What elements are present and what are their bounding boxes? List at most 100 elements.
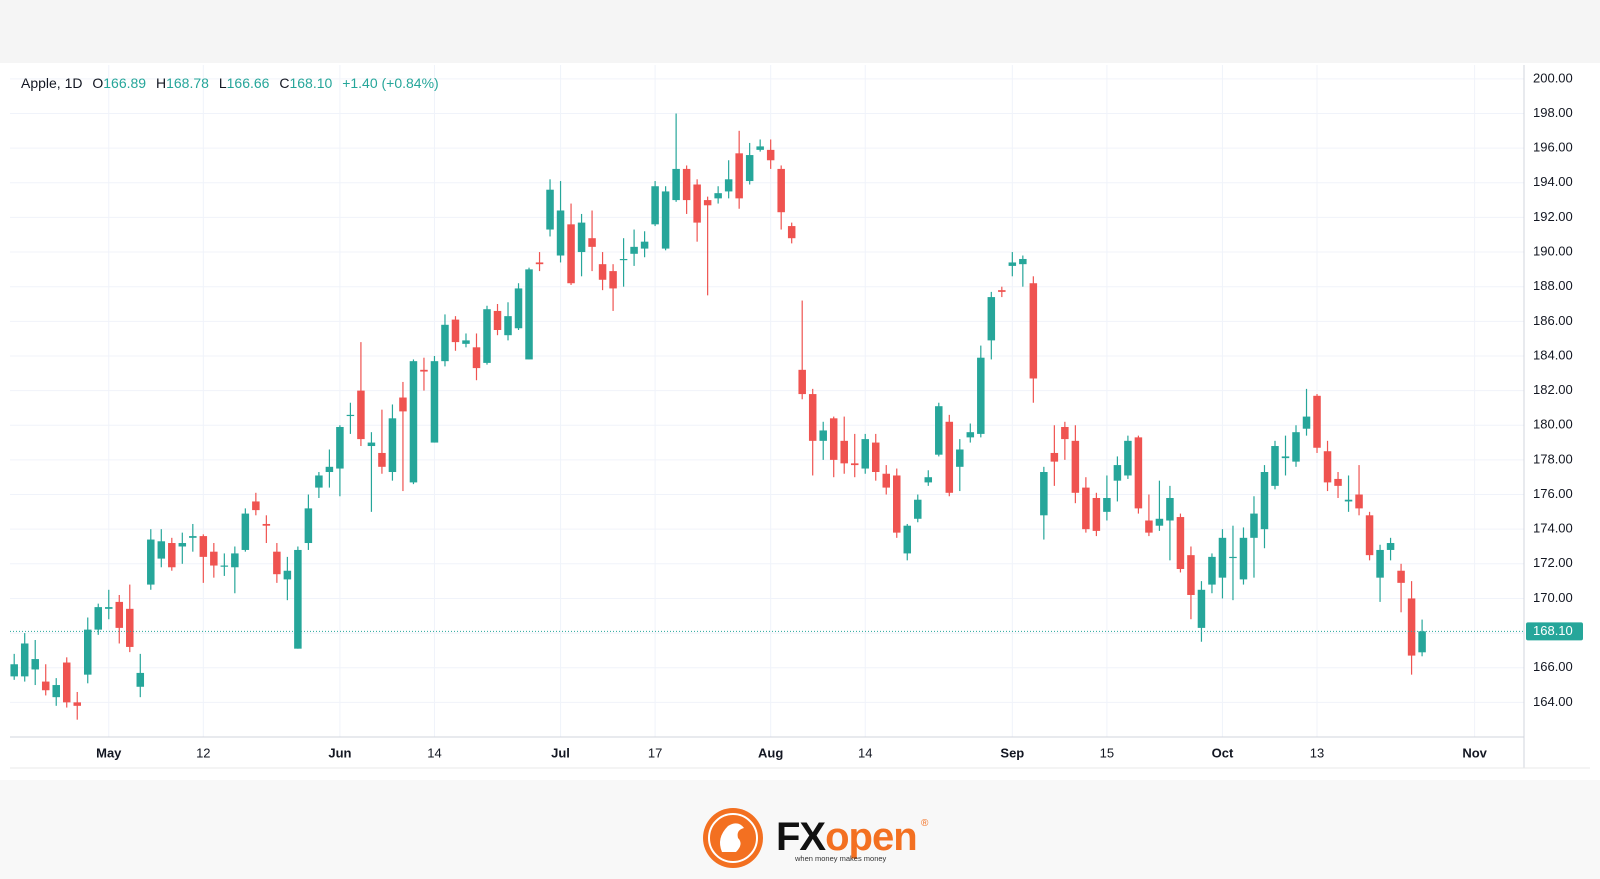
footer bbox=[0, 780, 1600, 879]
candle-body bbox=[210, 551, 218, 566]
candle-body bbox=[1218, 537, 1227, 578]
y-tick-label: 164.00 bbox=[1533, 694, 1573, 709]
candle-body bbox=[514, 288, 523, 329]
brand-name: FXopen bbox=[776, 815, 917, 859]
candle-body bbox=[1355, 494, 1363, 509]
candle-body bbox=[956, 449, 964, 467]
candle-body bbox=[714, 193, 722, 199]
candle-body bbox=[367, 442, 376, 447]
brand-tagline: when money makes money bbox=[794, 854, 887, 863]
y-tick-label: 188.00 bbox=[1533, 278, 1573, 293]
candle-body bbox=[62, 662, 71, 703]
candle-body bbox=[808, 394, 817, 441]
candle-body bbox=[935, 406, 943, 455]
x-tick-label: 17 bbox=[648, 745, 662, 760]
candle-body bbox=[1134, 437, 1143, 509]
candle-body bbox=[598, 264, 607, 280]
candle-body bbox=[1197, 589, 1206, 628]
candle-body bbox=[105, 607, 113, 609]
candle-body bbox=[1302, 416, 1311, 429]
candle-body bbox=[567, 224, 575, 284]
candle-body bbox=[703, 200, 712, 206]
x-tick-label: Jun bbox=[328, 745, 351, 760]
candle-body bbox=[231, 553, 239, 568]
x-tick-label: 13 bbox=[1310, 745, 1324, 760]
candle-body bbox=[588, 238, 596, 247]
candle-body bbox=[52, 685, 60, 698]
candle-body bbox=[1155, 518, 1164, 526]
candle-body bbox=[766, 149, 775, 161]
candle-body bbox=[525, 269, 533, 360]
y-tick-label: 174.00 bbox=[1533, 521, 1573, 536]
candle-body bbox=[73, 702, 81, 706]
candle-body bbox=[777, 168, 785, 213]
candle-body bbox=[735, 153, 743, 199]
candle-body bbox=[220, 565, 229, 567]
candle-body bbox=[83, 629, 92, 675]
logo-dragon bbox=[720, 823, 744, 852]
candle-body bbox=[1092, 497, 1101, 531]
candle-body bbox=[1187, 555, 1195, 595]
candle-body bbox=[504, 316, 512, 336]
candle-body bbox=[304, 508, 313, 544]
ohlc-key: L bbox=[219, 75, 227, 91]
candle-body bbox=[651, 186, 659, 225]
candle-body bbox=[1250, 513, 1258, 538]
candle-body bbox=[1365, 515, 1374, 556]
candle-body bbox=[1386, 543, 1395, 550]
candle-body bbox=[1103, 497, 1111, 512]
candle-body bbox=[462, 340, 470, 344]
candle-body bbox=[1040, 472, 1048, 516]
ohlc-value: 166.89 bbox=[103, 75, 146, 91]
candle-body bbox=[1229, 556, 1237, 559]
top-strip bbox=[0, 0, 1600, 63]
candle-body bbox=[1124, 440, 1132, 476]
ohlc-value: 166.66 bbox=[227, 75, 270, 91]
candle-body bbox=[924, 477, 933, 483]
candle-body bbox=[273, 551, 281, 575]
y-tick-label: 190.00 bbox=[1533, 243, 1573, 258]
candle-body bbox=[1061, 426, 1069, 440]
y-tick-label: 184.00 bbox=[1533, 347, 1573, 362]
brand-fx: FX bbox=[776, 815, 826, 859]
candle-body bbox=[1176, 517, 1185, 569]
x-tick-label: Aug bbox=[758, 745, 783, 760]
candle-body bbox=[283, 570, 292, 580]
candle-body bbox=[10, 664, 18, 677]
ohlc-key: C bbox=[279, 75, 289, 91]
candle-body bbox=[945, 421, 954, 493]
y-tick-label: 166.00 bbox=[1533, 659, 1573, 674]
candle-body bbox=[1418, 631, 1426, 653]
ohlc-value: 168.10 bbox=[289, 75, 332, 91]
x-tick-label: 15 bbox=[1100, 745, 1114, 760]
candle-body bbox=[157, 541, 166, 559]
candle-body bbox=[1323, 451, 1332, 483]
x-tick-label: Sep bbox=[1000, 745, 1024, 760]
candle-body bbox=[1166, 497, 1174, 521]
candle-body bbox=[745, 155, 754, 182]
candle-body bbox=[682, 168, 691, 201]
candle-body bbox=[430, 361, 439, 443]
symbol: Apple, 1D bbox=[21, 75, 82, 91]
candle-body bbox=[315, 475, 323, 488]
logo-ring bbox=[708, 813, 758, 863]
candle-body bbox=[724, 179, 733, 192]
candle-body bbox=[1050, 452, 1059, 462]
candle-body bbox=[1113, 465, 1122, 481]
candle-body bbox=[472, 347, 481, 369]
candle-body bbox=[787, 226, 796, 239]
y-tick-label: 172.00 bbox=[1533, 555, 1573, 570]
x-tick-label: Jul bbox=[551, 745, 570, 760]
candle-body bbox=[1239, 537, 1248, 580]
candle-body bbox=[640, 241, 649, 249]
candle-body bbox=[798, 369, 806, 395]
candle-body bbox=[20, 643, 29, 677]
candle-body bbox=[199, 536, 208, 557]
candle-body bbox=[451, 319, 460, 343]
candle-body bbox=[1344, 499, 1353, 502]
y-tick-label: 186.00 bbox=[1533, 313, 1573, 328]
change: +1.40 (+0.84%) bbox=[342, 75, 439, 91]
candle-body bbox=[1082, 487, 1090, 530]
candle-body bbox=[829, 418, 838, 460]
